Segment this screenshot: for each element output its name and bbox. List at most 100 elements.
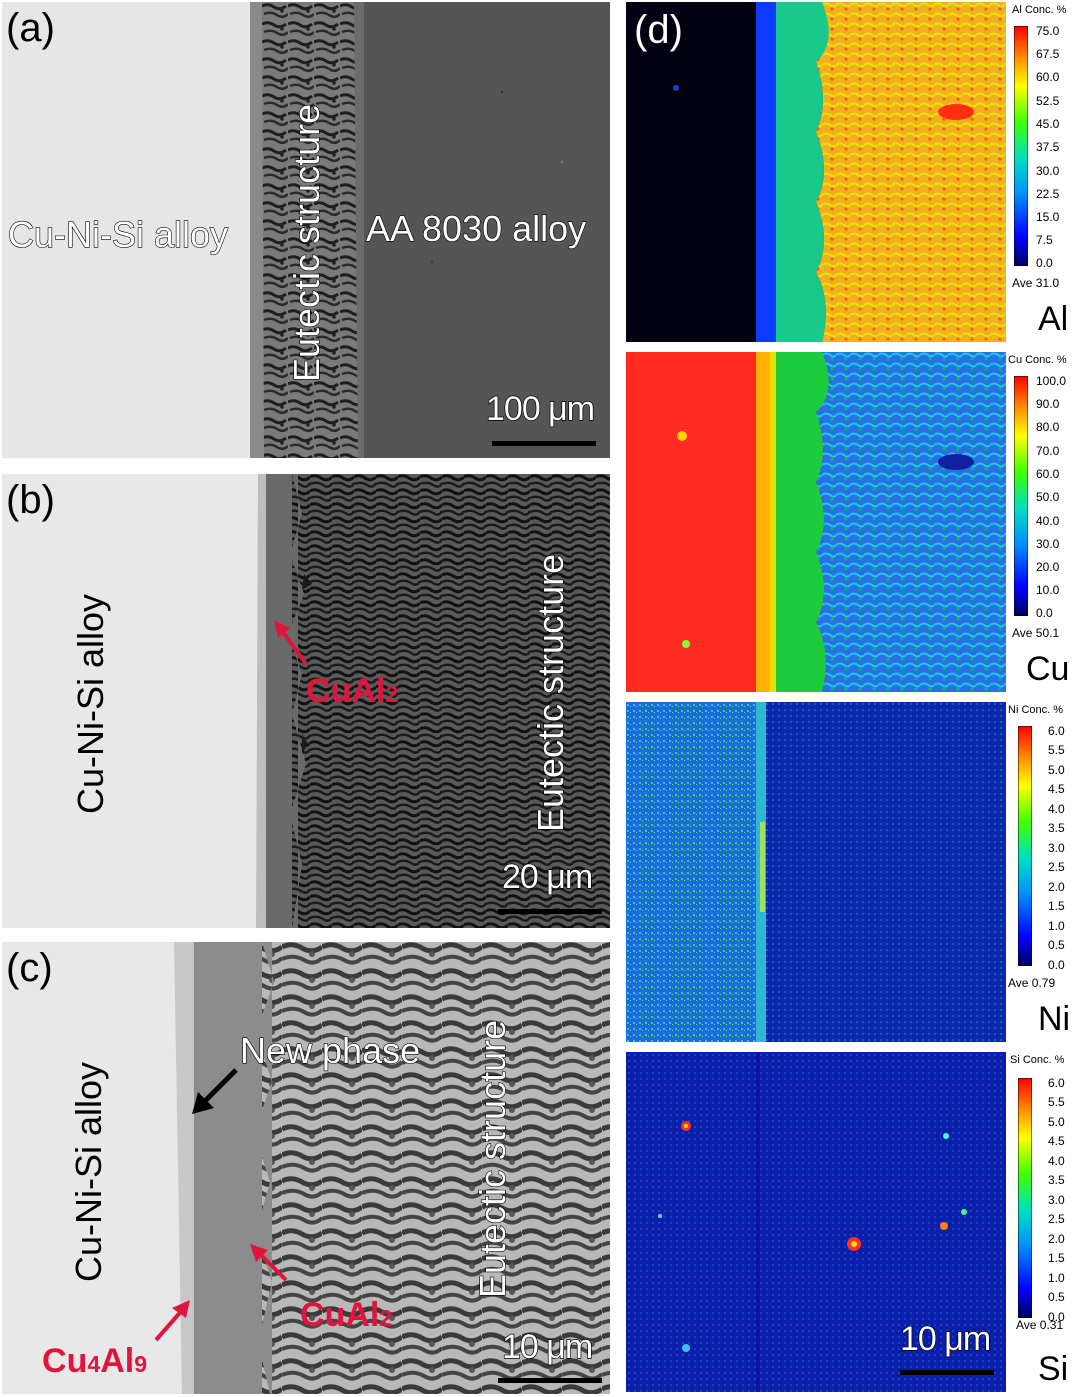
panel-d-label: (d) xyxy=(634,8,683,52)
ni-tick: 1.0 xyxy=(1048,919,1065,933)
al-tick: 30.0 xyxy=(1036,164,1060,178)
al-cbar-title: Al Conc. % xyxy=(1012,4,1067,16)
cu-colorbar xyxy=(1014,376,1028,616)
al-tick: 45.0 xyxy=(1036,117,1060,131)
al-tick: 52.5 xyxy=(1036,94,1060,108)
ni-tick: 4.5 xyxy=(1048,782,1065,796)
cu-tick: 80.0 xyxy=(1036,420,1060,434)
cu-tick: 40.0 xyxy=(1036,514,1060,528)
eds-map-si: Si Conc. % 6.0 5.5 5.0 4.5 4.0 3.5 3.0 2… xyxy=(626,1052,1078,1394)
cual2-arrow-b xyxy=(274,620,308,666)
ni-map-image xyxy=(626,702,1006,1042)
cu-map-image xyxy=(626,352,1006,692)
ni-element-label: Ni xyxy=(1038,1000,1071,1038)
si-ave: Ave 0.31 xyxy=(1016,1318,1064,1332)
si-tick: 1.0 xyxy=(1048,1271,1065,1285)
cual2-label-b: CuAl2 xyxy=(306,672,399,710)
scale-text-d: 10 μm xyxy=(899,1319,992,1358)
al-tick: 15.0 xyxy=(1036,210,1060,224)
ni-tick: 4.0 xyxy=(1048,802,1065,816)
al-tick: 0.0 xyxy=(1036,256,1053,270)
si-tick: 0.0 xyxy=(1048,1310,1065,1324)
cu-cbar-title: Cu Conc. % xyxy=(1008,354,1067,366)
scale-bar-a xyxy=(492,441,596,446)
eds-map-cu: Cu Conc. % 100.0 90.0 80.0 70.0 60.0 50.… xyxy=(626,352,1078,694)
cu-tick: 10.0 xyxy=(1036,583,1060,597)
scale-text-c: 10 μm xyxy=(501,1327,594,1366)
panel-a: (a) Cu-Ni-Si alloy Eutectic structure AA… xyxy=(2,2,610,458)
cu-element-label: Cu xyxy=(1026,650,1070,688)
ni-tick: 0.0 xyxy=(1048,958,1065,972)
new-phase-label: New phase xyxy=(239,1029,421,1071)
ni-tick: 3.0 xyxy=(1048,841,1065,855)
ni-tick: 5.0 xyxy=(1048,763,1065,777)
al-tick: 7.5 xyxy=(1036,233,1053,247)
cu-tick: 20.0 xyxy=(1036,560,1060,574)
cu-tick: 70.0 xyxy=(1036,444,1060,458)
al-colorbar xyxy=(1014,26,1028,266)
cu4al9-label: Cu4Al9 xyxy=(42,1342,148,1380)
si-tick: 1.5 xyxy=(1048,1251,1065,1265)
aa8030-region-label: AA 8030 alloy xyxy=(365,207,587,249)
scale-text-a: 100 μm xyxy=(485,389,595,428)
ni-tick: 6.0 xyxy=(1048,724,1065,738)
cu-tick: 90.0 xyxy=(1036,397,1060,411)
al-tick: 75.0 xyxy=(1036,24,1060,38)
cu-tick: 30.0 xyxy=(1036,537,1060,551)
panel-a-image xyxy=(2,2,610,458)
cu-tick: 50.0 xyxy=(1036,490,1060,504)
si-tick: 2.0 xyxy=(1048,1232,1065,1246)
al-tick: 60.0 xyxy=(1036,70,1060,84)
si-tick: 4.0 xyxy=(1048,1154,1065,1168)
si-map-image xyxy=(626,1052,1006,1392)
si-tick: 5.5 xyxy=(1048,1095,1065,1109)
si-tick: 3.5 xyxy=(1048,1173,1065,1187)
cu-tick: 100.0 xyxy=(1036,374,1067,388)
eutectic-region-label-b: Eutectic structure xyxy=(529,553,571,832)
panel-b-image xyxy=(2,474,610,928)
cu-tick: 0.0 xyxy=(1036,606,1053,620)
ni-cbar-title: Ni Conc. % xyxy=(1008,704,1064,716)
si-tick: 5.0 xyxy=(1048,1115,1065,1129)
panel-b-label: (b) xyxy=(6,478,55,522)
panel-c-image xyxy=(2,942,610,1394)
cu-ni-si-region-label-c: Cu-Ni-Si alloy xyxy=(68,1061,109,1282)
scale-text-b: 20 μm xyxy=(501,857,594,896)
cu-ave: Ave 50.1 xyxy=(1012,626,1060,640)
cual2-label-c: CuAl2 xyxy=(300,1296,393,1334)
si-tick: 4.5 xyxy=(1048,1134,1065,1148)
ni-tick: 3.5 xyxy=(1048,821,1065,835)
al-tick: 22.5 xyxy=(1036,187,1060,201)
panel-c-label: (c) xyxy=(6,946,53,990)
ni-tick: 2.0 xyxy=(1048,880,1065,894)
si-tick: 3.0 xyxy=(1048,1193,1065,1207)
panel-a-label: (a) xyxy=(6,6,55,50)
panel-c: (c) Cu-Ni-Si alloy Eutectic structure Ne… xyxy=(2,942,610,1394)
si-cbar-title: Si Conc. % xyxy=(1010,1054,1065,1066)
scale-bar-d xyxy=(900,1370,994,1375)
ni-tick: 5.5 xyxy=(1048,743,1065,757)
cu-ni-si-region-label-b: Cu-Ni-Si alloy xyxy=(70,593,111,814)
new-phase-arrow xyxy=(192,1068,238,1114)
cu-ni-si-region-label: Cu-Ni-Si alloy xyxy=(7,213,229,255)
scale-bar-c xyxy=(498,1378,602,1383)
eutectic-region-label-c: Eutectic structure xyxy=(471,1019,513,1298)
al-tick: 37.5 xyxy=(1036,140,1060,154)
eds-map-al: (d) Al Conc. % 75.0 67.5 60.0 52.5 45.0 … xyxy=(626,2,1078,344)
eutectic-region-label: Eutectic structure xyxy=(285,103,327,382)
si-tick: 6.0 xyxy=(1048,1076,1065,1090)
al-map-image xyxy=(626,2,1006,342)
panel-b: (b) Cu-Ni-Si alloy Eutectic structure Cu… xyxy=(2,474,610,928)
si-tick: 0.5 xyxy=(1048,1290,1065,1304)
eds-map-ni: Ni Conc. % 6.0 5.5 5.0 4.5 4.0 3.5 3.0 2… xyxy=(626,702,1078,1044)
al-element-label: Al xyxy=(1038,300,1069,338)
ni-tick: 1.5 xyxy=(1048,899,1065,913)
ni-ave: Ave 0.79 xyxy=(1008,976,1056,990)
ni-tick: 0.5 xyxy=(1048,938,1065,952)
al-ave: Ave 31.0 xyxy=(1012,276,1060,290)
cu4al9-arrow xyxy=(154,1300,190,1342)
si-element-label: Si xyxy=(1038,1350,1069,1388)
cu-tick: 60.0 xyxy=(1036,467,1060,481)
si-tick: 2.5 xyxy=(1048,1212,1065,1226)
si-colorbar xyxy=(1018,1078,1032,1318)
